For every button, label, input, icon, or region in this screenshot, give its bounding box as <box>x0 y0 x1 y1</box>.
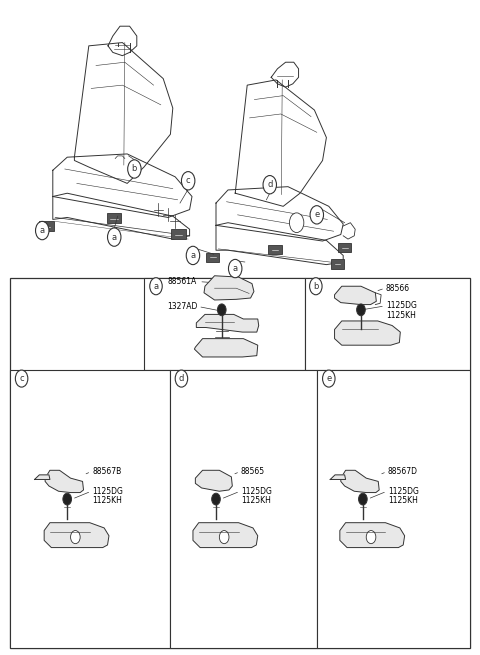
Circle shape <box>323 370 335 387</box>
Circle shape <box>186 246 200 265</box>
Circle shape <box>71 531 80 544</box>
FancyBboxPatch shape <box>206 253 219 262</box>
Text: 1125KH: 1125KH <box>386 310 416 320</box>
Polygon shape <box>335 286 376 305</box>
Polygon shape <box>335 321 400 345</box>
Polygon shape <box>45 470 84 493</box>
FancyBboxPatch shape <box>39 221 54 231</box>
Text: a: a <box>191 251 195 260</box>
Text: 1125DG: 1125DG <box>92 487 123 496</box>
Text: b: b <box>313 282 319 291</box>
Circle shape <box>263 176 276 194</box>
Circle shape <box>310 206 324 224</box>
FancyBboxPatch shape <box>338 243 351 252</box>
Circle shape <box>359 493 367 505</box>
Text: 1125KH: 1125KH <box>241 496 271 505</box>
Circle shape <box>36 221 49 240</box>
Polygon shape <box>44 523 109 548</box>
Text: 88566: 88566 <box>386 284 410 293</box>
Circle shape <box>219 531 229 544</box>
Circle shape <box>366 531 376 544</box>
Bar <box>144 278 305 370</box>
FancyBboxPatch shape <box>107 213 121 223</box>
Text: 1125KH: 1125KH <box>92 496 122 505</box>
Circle shape <box>228 259 242 278</box>
Text: 1125DG: 1125DG <box>388 487 419 496</box>
Polygon shape <box>196 314 259 332</box>
Circle shape <box>128 160 141 178</box>
FancyBboxPatch shape <box>331 259 344 269</box>
Text: d: d <box>179 374 184 383</box>
Circle shape <box>310 278 322 295</box>
Text: 1125DG: 1125DG <box>241 487 272 496</box>
FancyBboxPatch shape <box>171 229 186 239</box>
Text: d: d <box>267 180 273 189</box>
Text: 1327AD: 1327AD <box>168 302 198 311</box>
Bar <box>10 278 470 648</box>
Polygon shape <box>35 475 50 479</box>
Text: b: b <box>132 164 137 174</box>
FancyBboxPatch shape <box>268 245 282 254</box>
Text: 88565: 88565 <box>241 467 265 476</box>
Text: a: a <box>40 226 45 235</box>
Text: a: a <box>154 282 158 291</box>
Text: a: a <box>233 264 238 273</box>
Text: 88561A: 88561A <box>168 277 197 286</box>
Polygon shape <box>340 523 405 548</box>
Circle shape <box>108 228 121 246</box>
Text: 88567B: 88567B <box>92 467 121 476</box>
Bar <box>10 370 170 648</box>
Circle shape <box>150 278 162 295</box>
Text: 1125DG: 1125DG <box>386 301 417 310</box>
Bar <box>317 370 470 648</box>
Circle shape <box>289 213 304 233</box>
Circle shape <box>357 304 365 316</box>
Circle shape <box>181 172 195 190</box>
Bar <box>170 370 317 648</box>
Text: 1125KH: 1125KH <box>388 496 418 505</box>
Circle shape <box>175 370 188 387</box>
Polygon shape <box>194 339 258 357</box>
Text: c: c <box>19 374 24 383</box>
Circle shape <box>63 493 72 505</box>
Text: 88567D: 88567D <box>388 467 418 476</box>
Polygon shape <box>330 475 346 479</box>
Bar <box>305 278 470 370</box>
Text: c: c <box>186 176 191 185</box>
Text: a: a <box>112 233 117 242</box>
Circle shape <box>217 304 226 316</box>
Text: e: e <box>314 210 319 219</box>
Polygon shape <box>341 470 379 493</box>
Circle shape <box>212 493 220 505</box>
Polygon shape <box>204 276 254 300</box>
Polygon shape <box>193 523 258 548</box>
Text: e: e <box>326 374 331 383</box>
Polygon shape <box>195 470 232 491</box>
Circle shape <box>15 370 28 387</box>
